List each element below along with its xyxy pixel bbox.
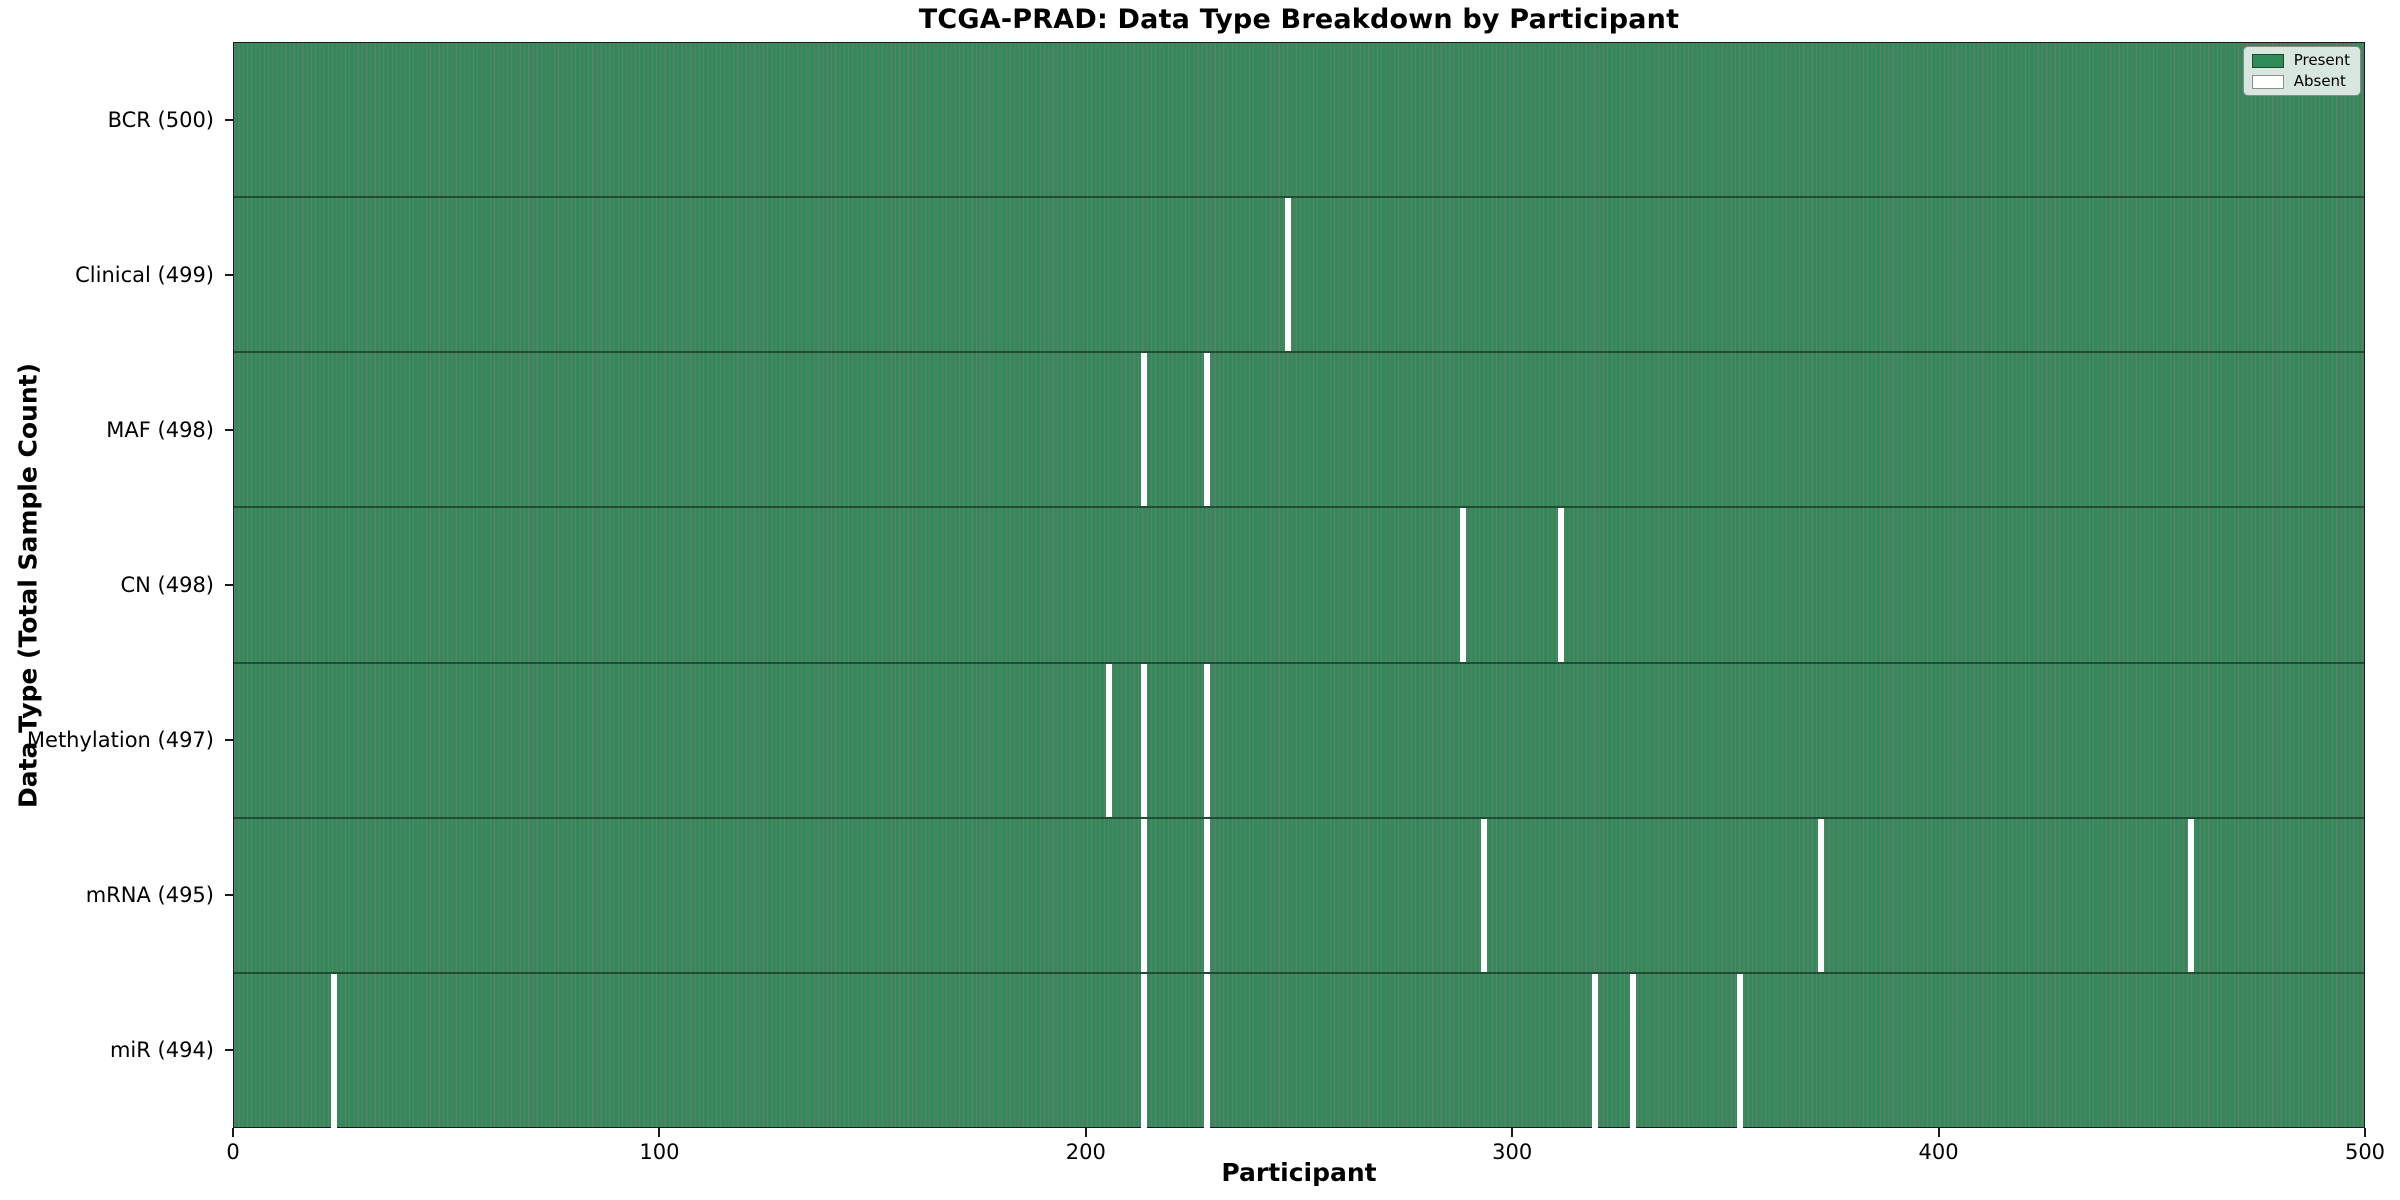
absent-stripe-mrna-459 — [2188, 818, 2195, 972]
absent-stripe-mir-228 — [1204, 973, 1211, 1129]
absent-stripe-maf-228 — [1204, 353, 1211, 507]
y-tick-mark — [225, 273, 233, 276]
legend-present-label: Present — [2293, 51, 2350, 69]
x-tick-label-300: 300 — [1492, 1140, 1533, 1164]
x-axis-label: Participant — [1221, 1158, 1377, 1187]
x-tick-label-200: 200 — [1065, 1140, 1106, 1164]
y-tick-label-mrna: mRNA (495) — [85, 883, 214, 908]
absent-stripe-mir-353 — [1736, 973, 1743, 1129]
x-tick-mark — [1511, 1128, 1514, 1137]
absent-stripe-mrna-213 — [1140, 818, 1147, 972]
y-axis-label: Data Type (Total Sample Count) — [13, 362, 43, 809]
legend-absent-label: Absent — [2293, 72, 2346, 90]
row-cn — [234, 508, 2364, 664]
y-tick-mark — [225, 739, 233, 742]
legend: Present Absent — [2242, 46, 2361, 96]
absent-stripe-mir-23 — [331, 973, 338, 1129]
absent-stripe-methylation-213 — [1140, 663, 1147, 817]
chart-title: TCGA-PRAD: Data Type Breakdown by Partic… — [918, 4, 1680, 35]
x-tick-mark — [2364, 1128, 2366, 1137]
y-tick-label-methylation: Methylation (497) — [26, 728, 214, 753]
absent-stripe-mir-328 — [1630, 973, 1637, 1129]
present-swatch-icon — [2251, 53, 2284, 68]
row-clinical — [234, 198, 2364, 354]
absent-stripe-methylation-205 — [1106, 663, 1113, 817]
x-tick-mark — [1084, 1128, 1087, 1137]
absent-stripe-cn-288 — [1460, 508, 1466, 662]
x-tick-label-100: 100 — [639, 1140, 680, 1164]
y-tick-mark — [225, 894, 233, 897]
x-tick-label-500: 500 — [2344, 1140, 2386, 1164]
x-tick-mark — [1937, 1128, 1940, 1137]
absent-stripe-mrna-228 — [1204, 818, 1211, 972]
y-tick-mark — [225, 1049, 233, 1052]
legend-entry-present: Present — [2251, 51, 2350, 69]
absent-stripe-mir-213 — [1140, 973, 1147, 1129]
y-tick-mark — [225, 584, 233, 586]
plot-area: Present Absent — [233, 42, 2365, 1129]
row-mir — [234, 973, 2364, 1129]
y-tick-mark — [225, 118, 233, 121]
y-tick-label-mir: miR (494) — [109, 1038, 214, 1063]
legend-entry-absent: Absent — [2251, 72, 2350, 90]
absent-stripe-mrna-293 — [1481, 818, 1488, 972]
row-maf — [234, 353, 2364, 509]
y-tick-label-clinical: Clinical (499) — [75, 262, 214, 287]
y-tick-mark — [225, 428, 233, 431]
y-tick-label-cn: CN (498) — [120, 573, 214, 597]
row-bcr — [234, 43, 2364, 199]
absent-stripe-cn-311 — [1557, 508, 1564, 662]
x-tick-mark — [232, 1128, 234, 1137]
x-tick-label-0: 0 — [226, 1140, 240, 1164]
x-tick-label-400: 400 — [1918, 1140, 1959, 1164]
row-mrna — [234, 818, 2364, 974]
absent-stripe-methylation-228 — [1204, 663, 1211, 817]
absent-stripe-mrna-372 — [1817, 818, 1824, 972]
row-methylation — [234, 663, 2364, 819]
y-tick-label-bcr: BCR (500) — [107, 107, 214, 132]
absent-swatch-icon — [2251, 74, 2284, 89]
x-tick-mark — [658, 1128, 661, 1137]
absent-stripe-maf-213 — [1140, 353, 1147, 507]
y-tick-label-maf: MAF (498) — [106, 417, 214, 442]
absent-stripe-mir-319 — [1592, 973, 1599, 1129]
absent-stripe-clinical-247 — [1285, 198, 1292, 352]
